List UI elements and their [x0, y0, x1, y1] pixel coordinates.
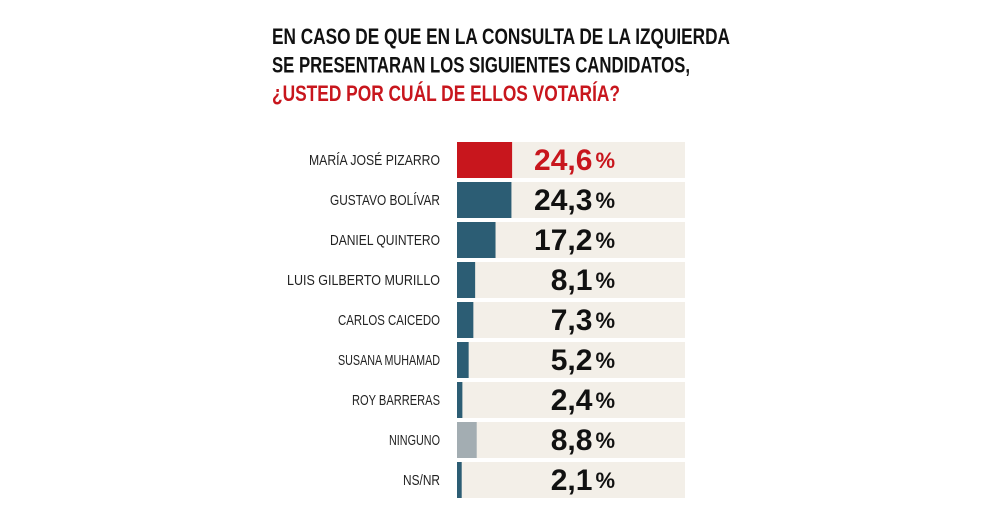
category-label: DANIEL QUINTERO	[330, 232, 440, 249]
value-label: 2,1%	[551, 464, 615, 497]
value-label: 17,2%	[534, 224, 615, 257]
bar-background	[457, 462, 685, 498]
bar	[457, 262, 476, 298]
value-label: 5,2%	[551, 344, 615, 377]
category-label: NINGUNO	[389, 432, 440, 449]
category-label: GUSTAVO BOLÍVAR	[330, 192, 440, 209]
bar	[457, 422, 477, 458]
category-label: NS/NR	[403, 472, 440, 489]
category-label: LUIS GILBERTO MURILLO	[287, 272, 440, 289]
bar-background	[457, 382, 685, 418]
value-label: 8,8%	[551, 424, 615, 457]
bar	[457, 142, 513, 178]
bar-background	[457, 302, 685, 338]
value-label: 24,3%	[534, 184, 615, 217]
bar	[457, 382, 463, 418]
bar	[457, 302, 474, 338]
bar	[457, 222, 496, 258]
value-label: 24,6%	[534, 144, 615, 177]
value-label: 2,4%	[551, 384, 615, 417]
category-label: SUSANA MUHAMAD	[338, 352, 440, 369]
chart-title: ¿USTED POR CUÁL DE ELLOS VOTARÍA?	[272, 81, 620, 106]
category-label: CARLOS CAICEDO	[338, 312, 440, 329]
bar	[457, 462, 462, 498]
chart-title: SE PRESENTARAN LOS SIGUIENTES CANDIDATOS…	[272, 52, 690, 77]
bar	[457, 342, 469, 378]
bar-background	[457, 422, 685, 458]
bar-background	[457, 342, 685, 378]
value-label: 7,3%	[551, 304, 615, 337]
chart-title: EN CASO DE QUE EN LA CONSULTA DE LA IZQU…	[272, 24, 730, 49]
category-label: MARÍA JOSÉ PIZARRO	[309, 152, 440, 169]
category-label: ROY BARRERAS	[352, 392, 440, 409]
value-label: 8,1%	[551, 264, 615, 297]
bar-background	[457, 262, 685, 298]
bar	[457, 182, 512, 218]
